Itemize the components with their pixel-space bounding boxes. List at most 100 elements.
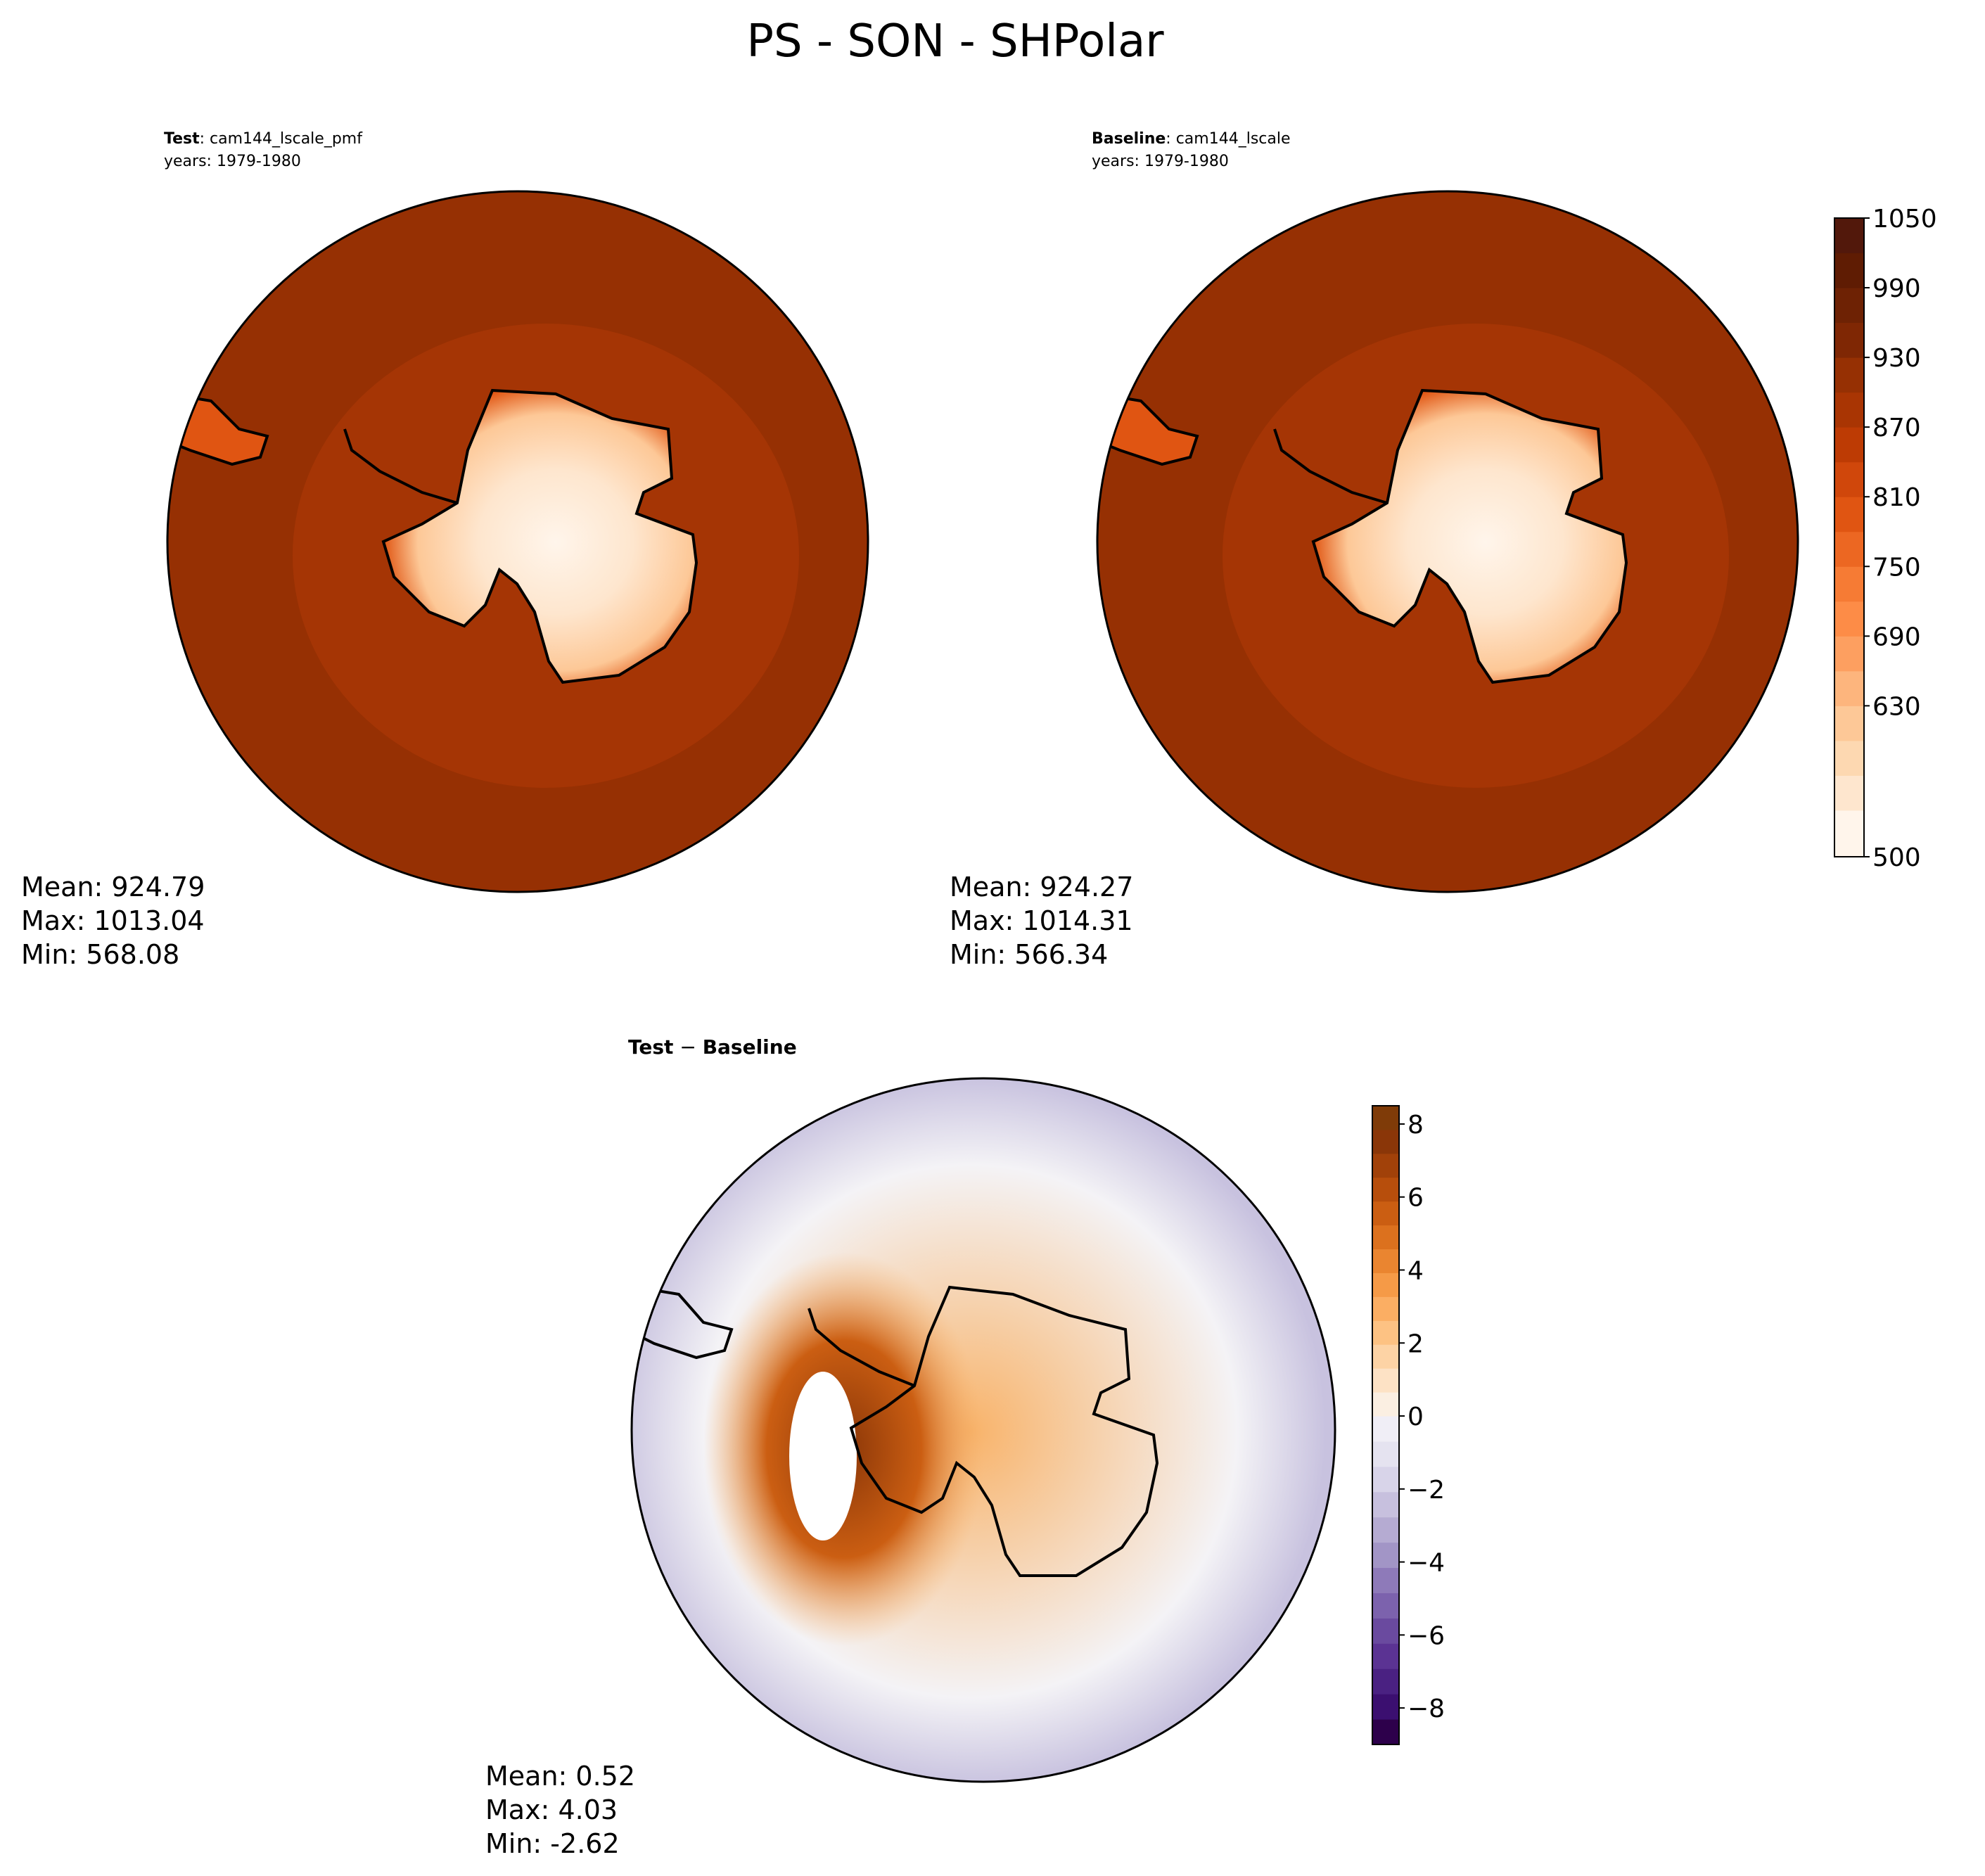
panel-baseline: Baseline: cam144_lscale years: 1979-1980… [950,130,1799,970]
panel-difference-title-test: Test [628,1035,673,1059]
panel-test: Test: cam144_lscale_pmf years: 1979-1980… [21,130,869,970]
colorbar-difference-band [1372,1392,1399,1417]
colorbar-ps-band [1834,775,1864,811]
colorbar-difference-band [1372,1719,1399,1745]
colorbar-ps: 500 630 690 750 810 870 930 990 1050 [1834,205,1937,872]
panel-test-boundary [166,190,869,893]
colorbar-difference-frame [1372,1105,1400,1745]
colorbar-ps-band [1834,497,1864,532]
panel-difference: Test − Baseline Mean: 0.52 Max: 4.03 Min… [485,1035,1336,1859]
colorbar-difference-band [1372,1106,1399,1130]
panel-test-min: Min: 568.08 [21,939,179,970]
panel-difference-peninsula [808,1308,915,1387]
panel-difference-missing-data [789,1372,857,1540]
colorbar-ps-band [1834,218,1864,254]
colorbar-difference-band [1372,1491,1399,1518]
colorbar-difference-tick-label: −4 [1408,1549,1445,1578]
panel-test-map [167,191,868,892]
colorbar-ps-band [1834,810,1864,857]
colorbar-difference-band [1372,1344,1399,1369]
colorbar-ps-band [1834,601,1864,637]
colorbar-ps-tick-label: 990 [1872,274,1921,303]
panel-difference-title: Test − Baseline [628,1035,797,1059]
figure-title: PS - SON - SHPolar [746,15,1164,68]
colorbar-difference-band [1372,1368,1399,1393]
panel-baseline-max: Max: 1014.31 [950,905,1133,936]
colorbar-ps-band [1834,740,1864,776]
panel-difference-antarctica [849,1285,1159,1577]
panel-difference-title-minus: − [673,1035,702,1059]
panel-test-title-bold: Test [164,130,200,148]
colorbar-difference-tick-label: 0 [1408,1403,1424,1431]
colorbar-ps-band [1834,636,1864,672]
colorbar-difference-band [1372,1542,1399,1569]
colorbar-difference-tick-label: 6 [1408,1184,1424,1213]
panel-baseline-title-bold: Baseline [1092,130,1166,148]
panel-difference-boundary [630,1077,1336,1783]
colorbar-difference-band [1372,1129,1399,1154]
colorbar-ps-band [1834,706,1864,741]
colorbar-difference-band [1372,1272,1399,1297]
panel-test-title-case: : cam144_lscale_pmf [200,130,364,148]
panel-baseline-boundary [1096,190,1799,893]
panel-test-mean: Mean: 924.79 [21,872,205,902]
colorbar-ps-band [1834,392,1864,428]
colorbar-difference-band [1372,1416,1399,1442]
panel-difference-south-america [634,1285,734,1360]
colorbar-ps-band [1834,288,1864,324]
panel-baseline-min: Min: 566.34 [950,939,1108,970]
colorbar-difference-band [1372,1225,1399,1250]
colorbar-ps-band [1834,531,1864,567]
panel-baseline-map [1097,191,1798,892]
colorbar-difference-band [1372,1618,1399,1644]
colorbar-difference-band [1372,1249,1399,1273]
colorbar-difference-band [1372,1517,1399,1543]
colorbar-ps-tick-label: 630 [1872,692,1921,721]
panel-test-peninsula [343,428,458,504]
colorbar-difference-tick-label: −6 [1408,1621,1445,1650]
panel-baseline-mean: Mean: 924.27 [950,872,1133,902]
panel-test-title: Test: cam144_lscale_pmf [164,130,363,148]
colorbar-difference-tick-label: 8 [1408,1111,1424,1140]
panel-difference-map [632,1078,1335,1782]
colorbar-ps-tick-label: 1050 [1872,205,1937,234]
colorbar-difference-band [1372,1320,1399,1345]
colorbar-difference-band [1372,1668,1399,1695]
colorbar-ps-tick-label: 810 [1872,483,1921,512]
colorbar-ps-tick-label: 750 [1872,553,1921,582]
panel-difference-max: Max: 4.03 [485,1794,618,1825]
panel-test-antarctica [381,388,698,684]
panel-baseline-subtitle: years: 1979-1980 [1092,153,1229,170]
colorbar-difference: −8 −6 −4 −2 0 2 4 6 8 [1372,1105,1445,1745]
colorbar-ps-band [1834,253,1864,288]
colorbar-difference-band [1372,1593,1399,1619]
colorbar-ps-tick-label: 930 [1872,344,1921,373]
colorbar-difference-band [1372,1201,1399,1226]
colorbar-ps-tick-label: 870 [1872,414,1921,442]
panel-difference-mean: Mean: 0.52 [485,1761,635,1792]
colorbar-difference-tick-label: 4 [1408,1256,1424,1285]
panel-test-subtitle: years: 1979-1980 [164,153,301,170]
colorbar-difference-band [1372,1466,1399,1493]
colorbar-difference-tick-label: −8 [1408,1695,1445,1723]
colorbar-difference-band [1372,1177,1399,1202]
colorbar-ps-band [1834,322,1864,358]
colorbar-ps-frame [1834,217,1865,857]
colorbar-difference-band [1372,1694,1399,1720]
panel-baseline-peninsula [1273,428,1388,504]
colorbar-difference-band [1372,1643,1399,1669]
colorbar-difference-band [1372,1567,1399,1593]
panel-baseline-title: Baseline: cam144_lscale [1092,130,1291,148]
colorbar-difference-tick-label: 2 [1408,1329,1424,1358]
colorbar-ps-tick-label: 500 [1872,843,1921,872]
colorbar-difference-band [1372,1153,1399,1178]
colorbar-ps-band [1834,670,1864,706]
panel-baseline-title-case: : cam144_lscale [1166,130,1290,148]
colorbar-ps-band [1834,461,1864,497]
panel-difference-min: Min: -2.62 [485,1828,620,1859]
panel-difference-title-baseline: Baseline [703,1035,797,1059]
panel-test-max: Max: 1013.04 [21,905,205,936]
colorbar-difference-band [1372,1296,1399,1321]
colorbar-ps-band [1834,357,1864,393]
